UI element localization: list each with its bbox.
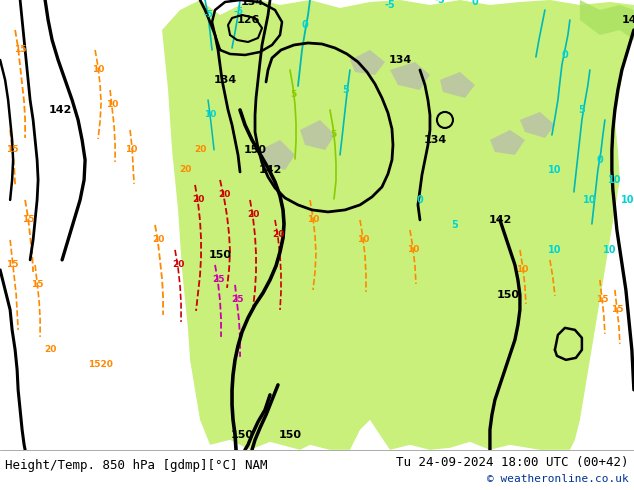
Text: 10: 10 (106, 100, 119, 109)
Polygon shape (580, 0, 634, 40)
Text: 10: 10 (608, 175, 621, 185)
Text: 5: 5 (290, 91, 296, 99)
Text: 10: 10 (204, 110, 216, 120)
Text: Height/Temp. 850 hPa [gdmp][°C] NAM: Height/Temp. 850 hPa [gdmp][°C] NAM (5, 459, 268, 471)
Text: 150: 150 (496, 290, 519, 300)
Text: 20: 20 (44, 345, 56, 354)
Text: 150: 150 (278, 430, 302, 440)
Text: 0: 0 (597, 155, 604, 165)
Text: 134: 134 (424, 135, 446, 145)
Text: 10: 10 (357, 235, 369, 245)
Text: 15: 15 (6, 146, 18, 154)
Text: 126: 126 (236, 15, 260, 25)
Text: 142: 142 (488, 215, 512, 225)
Text: 10: 10 (548, 165, 562, 175)
Text: 20: 20 (192, 196, 204, 204)
Polygon shape (490, 130, 525, 155)
Text: 15: 15 (6, 260, 18, 270)
Text: -5: -5 (203, 10, 213, 20)
Text: Tu 24-09-2024 18:00 UTC (00+42): Tu 24-09-2024 18:00 UTC (00+42) (396, 456, 629, 469)
Text: © weatheronline.co.uk: © weatheronline.co.uk (488, 474, 629, 484)
Text: 10: 10 (548, 245, 562, 255)
Polygon shape (260, 140, 295, 170)
Text: -5: -5 (385, 0, 396, 10)
Text: 134: 134 (389, 55, 411, 65)
Text: 20: 20 (152, 235, 164, 245)
Text: 10: 10 (515, 266, 528, 274)
Text: 20: 20 (172, 260, 184, 270)
Text: 0: 0 (302, 20, 308, 30)
Text: 134: 134 (214, 75, 236, 85)
Text: -5: -5 (233, 7, 243, 17)
Text: 10: 10 (92, 66, 104, 74)
Polygon shape (440, 72, 475, 98)
Text: 10: 10 (307, 216, 319, 224)
Text: 15: 15 (14, 46, 27, 54)
Text: 20: 20 (218, 191, 230, 199)
Text: 20: 20 (247, 210, 259, 220)
Polygon shape (520, 112, 555, 138)
Text: 25: 25 (231, 295, 243, 304)
Text: 5: 5 (330, 130, 336, 140)
Text: 142: 142 (258, 165, 281, 175)
Text: 150: 150 (209, 250, 231, 260)
Polygon shape (350, 50, 385, 75)
Text: 15: 15 (31, 280, 43, 290)
Text: 20: 20 (272, 230, 284, 240)
Polygon shape (300, 120, 335, 150)
Text: 0: 0 (417, 195, 424, 205)
Text: -5: -5 (434, 0, 445, 5)
Text: 142: 142 (622, 15, 634, 25)
Text: 5: 5 (451, 220, 458, 230)
Text: 5: 5 (342, 85, 349, 95)
Text: 20: 20 (194, 146, 206, 154)
Text: 25: 25 (212, 275, 224, 284)
Text: 0: 0 (472, 0, 478, 7)
Text: 142: 142 (48, 105, 72, 115)
Text: 10: 10 (603, 245, 617, 255)
Polygon shape (162, 0, 634, 450)
Text: 15: 15 (595, 295, 608, 304)
Text: 15: 15 (611, 305, 623, 315)
Text: 150: 150 (231, 430, 254, 440)
Text: 10: 10 (583, 195, 597, 205)
Text: 10: 10 (125, 146, 138, 154)
Text: 15: 15 (22, 216, 34, 224)
Text: 1520: 1520 (87, 360, 112, 369)
Text: 150: 150 (243, 145, 266, 155)
Polygon shape (390, 62, 430, 90)
Text: 5: 5 (578, 105, 585, 115)
Text: 20: 20 (179, 166, 191, 174)
Text: 10: 10 (407, 245, 419, 254)
Text: 10: 10 (621, 195, 634, 205)
Text: 0: 0 (562, 50, 568, 60)
Text: 134: 134 (240, 0, 264, 7)
